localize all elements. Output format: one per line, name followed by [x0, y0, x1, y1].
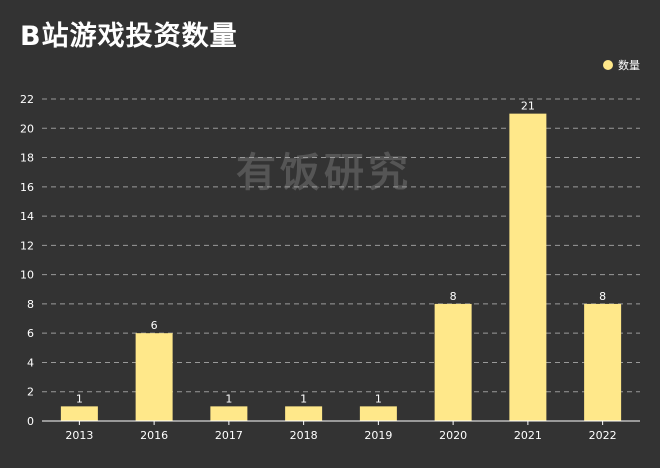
bar[interactable] — [509, 113, 547, 422]
y-tick-label: 20 — [20, 122, 34, 135]
data-label: 1 — [300, 392, 307, 405]
y-tick-label: 4 — [27, 356, 34, 369]
bar[interactable] — [584, 303, 622, 421]
bar[interactable] — [135, 333, 173, 421]
bar[interactable] — [60, 406, 98, 421]
y-tick-label: 22 — [20, 93, 34, 106]
y-tick-label: 2 — [27, 386, 34, 399]
legend-label: 数量 — [618, 59, 640, 72]
bar[interactable] — [285, 406, 323, 421]
y-tick-label: 6 — [27, 327, 34, 340]
y-tick-label: 16 — [20, 181, 34, 194]
data-label: 1 — [375, 392, 382, 405]
data-label: 8 — [450, 290, 457, 303]
data-label: 1 — [76, 392, 83, 405]
y-tick-label: 18 — [20, 152, 34, 165]
x-tick-label: 2020 — [439, 429, 467, 442]
data-label: 8 — [599, 290, 606, 303]
y-tick-label: 12 — [20, 239, 34, 252]
data-label: 1 — [225, 392, 232, 405]
bar[interactable] — [359, 406, 397, 421]
bar[interactable] — [434, 303, 472, 421]
legend-marker — [603, 60, 613, 70]
data-label: 21 — [521, 100, 535, 113]
y-tick-label: 10 — [20, 269, 34, 282]
x-tick-label: 2013 — [65, 429, 93, 442]
y-tick-label: 8 — [27, 298, 34, 311]
x-tick-label: 2018 — [290, 429, 318, 442]
x-tick-label: 2022 — [589, 429, 617, 442]
x-tick-label: 2019 — [364, 429, 392, 442]
x-tick-label: 2017 — [215, 429, 243, 442]
y-tick-label: 14 — [20, 210, 34, 223]
bar[interactable] — [210, 406, 248, 421]
x-tick-label: 2021 — [514, 429, 542, 442]
x-tick-label: 2016 — [140, 429, 168, 442]
data-label: 6 — [151, 319, 158, 332]
y-tick-label: 0 — [27, 415, 34, 428]
chart-title: B站游戏投资数量 — [20, 21, 238, 52]
legend[interactable]: 数量 — [603, 57, 640, 73]
grid-lines — [42, 98, 640, 393]
